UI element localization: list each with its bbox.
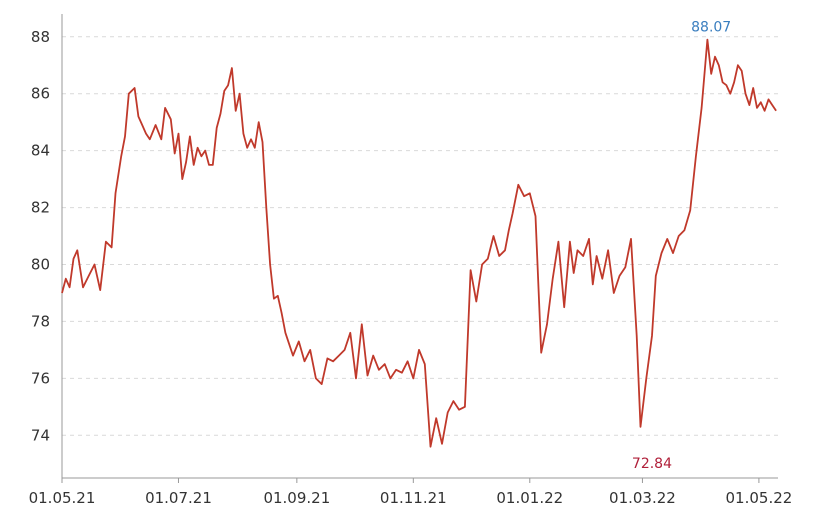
max-value-label: 88.07 bbox=[691, 20, 731, 36]
y-tick-label: 78 bbox=[31, 312, 50, 330]
x-tick-label: 01.01.22 bbox=[496, 489, 563, 507]
annotations: 88.07 72.84 bbox=[632, 20, 731, 472]
x-tick-label: 01.09.21 bbox=[263, 489, 330, 507]
series-group bbox=[61, 38, 777, 448]
y-axis-ticks: 74 76 78 80 82 84 86 88 bbox=[31, 28, 50, 445]
y-tick-label: 88 bbox=[31, 28, 50, 46]
y-tick-label: 86 bbox=[31, 85, 50, 103]
y-tick-label: 76 bbox=[31, 369, 50, 387]
x-tick-label: 01.05.22 bbox=[726, 489, 793, 507]
y-tick-label: 84 bbox=[31, 142, 50, 160]
x-tick-label: 01.03.22 bbox=[609, 489, 676, 507]
y-tick-label: 74 bbox=[31, 426, 50, 444]
grid-lines bbox=[62, 36, 778, 436]
y-tick-label: 82 bbox=[31, 199, 50, 217]
x-tick-label: 01.07.21 bbox=[145, 489, 212, 507]
x-axis-ticks: 01.05.21 01.07.21 01.09.21 01.11.21 01.01.22… bbox=[29, 478, 793, 507]
series-line bbox=[61, 38, 777, 448]
min-value-label: 72.84 bbox=[632, 456, 672, 472]
y-tick-label: 80 bbox=[31, 256, 50, 274]
x-tick-label: 01.05.21 bbox=[29, 489, 96, 507]
x-tick-label: 01.11.21 bbox=[380, 489, 447, 507]
